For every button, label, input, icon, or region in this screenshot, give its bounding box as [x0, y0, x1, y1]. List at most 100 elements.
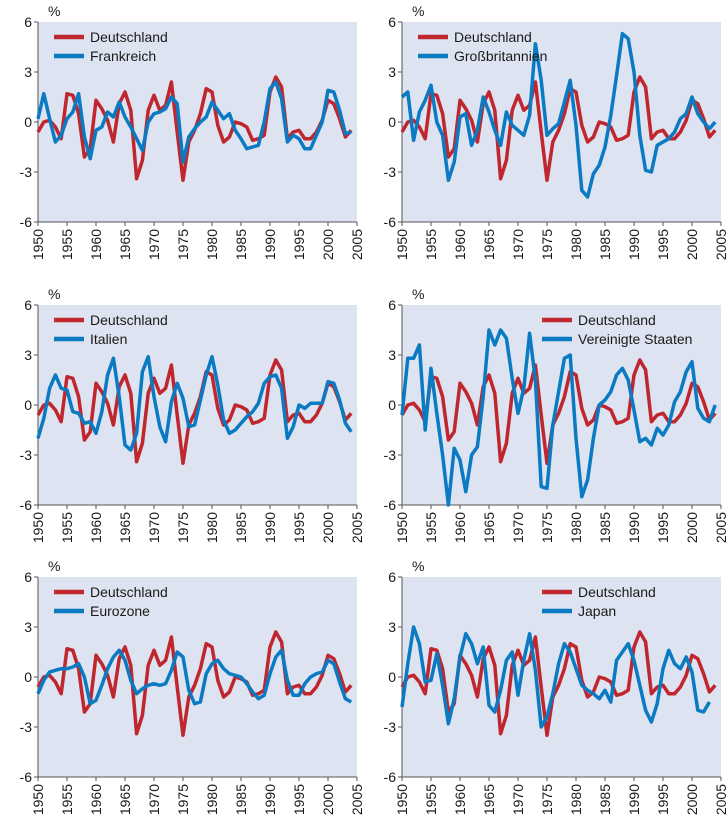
x-tick-label: 2000 [320, 512, 336, 543]
x-tick-label: 1950 [394, 229, 410, 260]
x-tick-label: 2000 [684, 784, 700, 815]
x-tick-label: 1970 [510, 784, 526, 815]
y-tick-label: 6 [388, 14, 396, 30]
x-tick-label: 1970 [510, 229, 526, 260]
x-tick-label: 1995 [655, 229, 671, 260]
series-line-deutschland [36, 358, 353, 466]
y-tick-label: -3 [20, 164, 33, 180]
y-tick-label: 3 [24, 64, 32, 80]
x-tick-label: 1975 [539, 784, 555, 815]
x-tick-label: 1995 [655, 512, 671, 543]
y-tick-label: 3 [388, 347, 396, 363]
x-tick-label: 1960 [452, 784, 468, 815]
x-tick-label: 1990 [262, 229, 278, 260]
x-tick-label: 1960 [452, 512, 468, 543]
y-tick-label: 3 [388, 64, 396, 80]
y-tick-label: -3 [384, 447, 397, 463]
x-tick-label: 1985 [233, 512, 249, 543]
legend-label: Großbritannien [454, 48, 547, 64]
legend-label: Frankreich [90, 48, 156, 64]
y-tick-label: -3 [384, 164, 397, 180]
x-tick-label: 1980 [204, 512, 220, 543]
series-line-deutschland [400, 358, 717, 466]
x-tick-label: 1965 [117, 784, 133, 815]
y-tick-label: 0 [388, 114, 396, 130]
legend-label: Japan [578, 603, 616, 619]
y-tick-label: -6 [384, 214, 397, 230]
y-tick-label: -6 [384, 497, 397, 513]
legend-label: Italien [90, 331, 127, 347]
x-tick-label: 2000 [684, 512, 700, 543]
x-tick-label: 1970 [146, 512, 162, 543]
legend-label: Deutschland [90, 29, 168, 45]
y-tick-label: 0 [388, 669, 396, 685]
y-tick-label: -3 [384, 719, 397, 735]
y-tick-label: 0 [24, 114, 32, 130]
x-tick-label: 1950 [30, 229, 46, 260]
x-tick-label: 2000 [684, 229, 700, 260]
y-tick-label: 3 [388, 619, 396, 635]
legend-label: Deutschland [90, 584, 168, 600]
legend-label: Deutschland [454, 29, 532, 45]
x-tick-label: 1985 [597, 784, 613, 815]
x-tick-label: 1975 [175, 512, 191, 543]
series-line-comparison [36, 354, 353, 452]
legend-label: Vereinigte Staaten [578, 331, 692, 347]
x-tick-label: 1970 [146, 784, 162, 815]
x-tick-label: 1965 [481, 784, 497, 815]
x-tick-label: 1965 [117, 512, 133, 543]
x-tick-label: 1955 [423, 229, 439, 260]
x-tick-label: 1955 [59, 512, 75, 543]
x-tick-label: 1985 [597, 229, 613, 260]
x-tick-label: 1955 [59, 229, 75, 260]
series-line-comparison [400, 31, 717, 199]
x-tick-label: 1975 [175, 784, 191, 815]
x-tick-label: 1950 [30, 512, 46, 543]
y-tick-label: -6 [20, 214, 33, 230]
y-unit-label: % [412, 558, 424, 574]
x-tick-label: 1990 [262, 512, 278, 543]
y-tick-label: -3 [20, 447, 33, 463]
x-tick-label: 2005 [713, 784, 727, 815]
series-line-comparison [400, 328, 717, 507]
x-tick-label: 1980 [204, 784, 220, 815]
y-unit-label: % [48, 3, 60, 19]
x-tick-label: 1990 [626, 512, 642, 543]
y-tick-label: 6 [24, 297, 32, 313]
x-tick-label: 1975 [539, 512, 555, 543]
y-tick-label: 0 [24, 669, 32, 685]
x-tick-label: 1965 [117, 229, 133, 260]
x-tick-label: 2000 [320, 229, 336, 260]
x-tick-label: 1980 [568, 229, 584, 260]
x-tick-label: 1985 [597, 512, 613, 543]
x-tick-label: 2005 [349, 512, 365, 543]
x-tick-label: 1975 [539, 229, 555, 260]
x-tick-label: 2005 [349, 784, 365, 815]
y-tick-label: 6 [24, 569, 32, 585]
y-tick-label: 6 [388, 569, 396, 585]
x-tick-label: 1955 [423, 784, 439, 815]
x-tick-label: 1970 [510, 512, 526, 543]
x-tick-label: 1985 [233, 784, 249, 815]
y-tick-label: 6 [388, 297, 396, 313]
y-tick-label: 3 [24, 619, 32, 635]
y-unit-label: % [48, 286, 60, 302]
x-tick-label: 1960 [88, 229, 104, 260]
y-tick-label: -6 [20, 497, 33, 513]
x-tick-label: 1980 [568, 784, 584, 815]
x-tick-label: 1980 [568, 512, 584, 543]
y-tick-label: -6 [384, 769, 397, 785]
legend-label: Eurozone [90, 603, 150, 619]
x-tick-label: 1990 [626, 784, 642, 815]
y-unit-label: % [412, 3, 424, 19]
x-tick-label: 2005 [713, 512, 727, 543]
x-tick-label: 1960 [88, 784, 104, 815]
y-tick-label: -3 [20, 719, 33, 735]
